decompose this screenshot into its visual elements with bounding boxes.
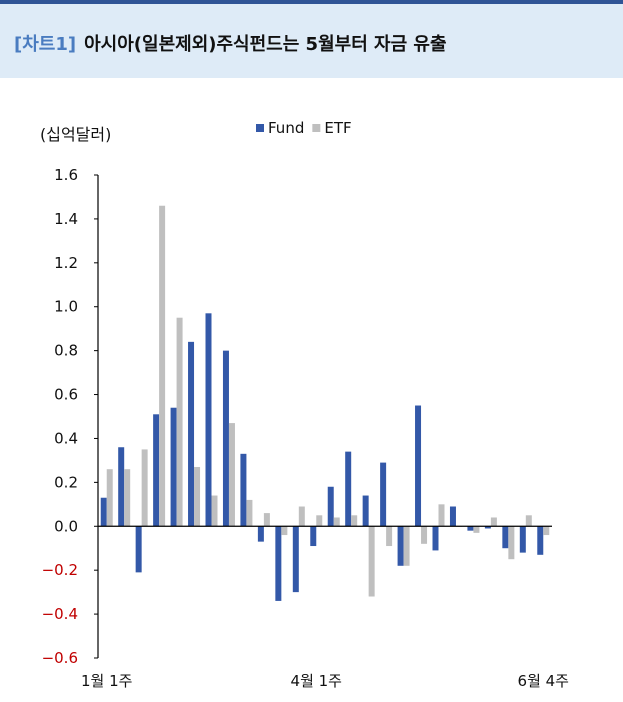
fund-bar-21	[449, 506, 456, 527]
fund-bar-12	[292, 526, 299, 593]
x-tick-label: 4월 1주	[291, 672, 342, 690]
fund-bar-13	[310, 526, 317, 547]
header-rule	[0, 0, 623, 4]
etf-bar-12	[298, 506, 305, 527]
etf-bar-8	[228, 423, 235, 527]
etf-bar-24	[508, 526, 515, 560]
legend-swatch-etf	[312, 124, 321, 132]
fund-bar-4	[153, 414, 160, 527]
fund-bar-3	[135, 526, 142, 573]
etf-bar-4	[159, 205, 166, 527]
fund-bar-11	[275, 526, 282, 601]
fund-bar-2	[118, 447, 125, 527]
etf-bar-10	[263, 513, 270, 527]
etf-bar-7	[211, 495, 218, 527]
etf-bar-6	[194, 467, 201, 527]
legend-label-fund: Fund	[268, 119, 304, 137]
y-tick-label: 1.4	[54, 210, 78, 228]
fund-bar-6	[188, 341, 195, 527]
plot-area	[98, 205, 552, 601]
legend-label-etf: ETF	[324, 119, 351, 137]
y-axis-unit-label: (십억달러)	[40, 125, 111, 144]
y-axis: 1.6 1.4 1.2 1.0 0.8 0.6 0.4 0.2 0.0 −0.2 −0.4 −0.6	[42, 166, 99, 667]
fund-bar-17	[380, 462, 387, 527]
fund-bar-7	[205, 313, 212, 527]
etf-bar-3	[141, 449, 148, 527]
fund-bar-26	[537, 526, 544, 555]
etf-bar-14	[333, 517, 340, 527]
y-tick-label: 0.6	[54, 386, 78, 404]
y-tick-label: 0.4	[54, 429, 78, 447]
x-tick-label: 6월 4주	[518, 672, 569, 690]
fund-bar-25	[519, 526, 526, 553]
fund-bar-22	[467, 526, 474, 531]
etf-bar-9	[246, 499, 253, 527]
chart-title-text: 아시아(일본제외)주식펀드는 5월부터 자금 유출	[84, 34, 447, 55]
fund-bar-19	[415, 405, 422, 527]
etf-bar-15	[351, 515, 358, 527]
fund-bar-16	[362, 495, 369, 527]
header-band	[0, 4, 623, 78]
fund-bar-23	[484, 526, 491, 529]
chart-header: [차트1] 아시아(일본제외)주식펀드는 5월부터 자금 유출	[0, 0, 623, 78]
etf-bar-18	[403, 526, 410, 566]
fund-bar-15	[345, 451, 352, 527]
fund-bar-24	[502, 526, 509, 549]
fund-bar-10	[257, 526, 264, 542]
etf-bar-25	[525, 515, 532, 527]
fund-bar-1	[100, 497, 107, 527]
fund-bar-5	[170, 407, 177, 527]
y-tick-label: 1.2	[54, 254, 78, 272]
y-tick-label: 0.0	[54, 517, 78, 535]
chart-title: [차트1] 아시아(일본제외)주식펀드는 5월부터 자금 유출	[14, 30, 447, 56]
etf-bar-20	[438, 504, 445, 527]
y-tick-label: −0.2	[42, 561, 78, 579]
fund-bar-18	[397, 526, 404, 566]
fund-bar-8	[222, 350, 229, 527]
etf-bar-11	[281, 526, 288, 536]
etf-bar-5	[176, 317, 183, 527]
chart-tag: [차트1]	[14, 34, 77, 55]
etf-bar-1	[106, 469, 113, 527]
etf-bar-17	[386, 526, 393, 547]
y-tick-label: 0.8	[54, 342, 78, 360]
etf-bar-2	[124, 469, 131, 527]
etf-bar-26	[543, 526, 550, 536]
y-tick-label: 1.0	[54, 298, 78, 316]
x-axis: 1월 1주 4월 1주 6월 4주	[81, 672, 569, 690]
x-tick-label: 1월 1주	[81, 672, 132, 690]
etf-bar-16	[368, 526, 375, 597]
y-tick-label: 0.2	[54, 473, 78, 491]
etf-bar-19	[421, 526, 428, 544]
fund-bar-9	[240, 453, 247, 527]
legend-swatch-fund	[256, 124, 264, 132]
y-tick-label: 1.6	[54, 166, 78, 184]
etf-bar-13	[316, 515, 323, 527]
y-tick-label: −0.4	[42, 605, 78, 623]
fund-bar-20	[432, 526, 439, 551]
legend: Fund ETF	[256, 119, 352, 137]
y-tick-label: −0.6	[42, 649, 78, 667]
etf-bar-23	[490, 517, 497, 527]
fund-bar-14	[327, 486, 334, 527]
etf-bar-22	[473, 526, 480, 533]
